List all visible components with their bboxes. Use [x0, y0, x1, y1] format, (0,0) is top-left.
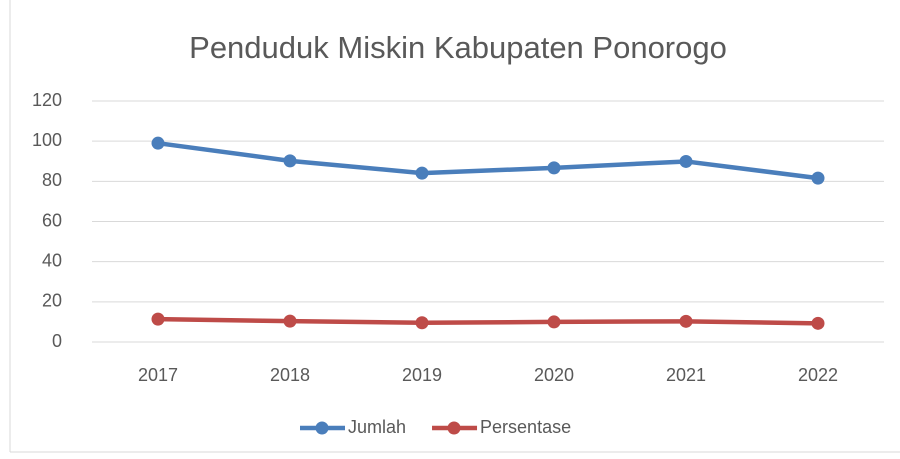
legend-label: Jumlah	[348, 417, 406, 437]
y-tick-label: 40	[42, 250, 62, 270]
point	[547, 161, 561, 175]
x-tick-label: 2021	[666, 365, 706, 385]
y-tick-label: 20	[42, 291, 62, 311]
legend-label: Persentase	[480, 417, 571, 437]
point	[679, 154, 693, 168]
y-tick-label: 0	[52, 331, 62, 351]
point	[415, 316, 429, 330]
legend-marker	[447, 421, 461, 435]
point	[811, 316, 825, 330]
legend-marker	[315, 421, 329, 435]
x-tick-label: 2022	[798, 365, 838, 385]
series-line	[155, 316, 821, 326]
series-line	[155, 140, 821, 181]
x-tick-label: 2020	[534, 365, 574, 385]
point	[283, 154, 297, 168]
y-tick-label: 120	[32, 90, 62, 110]
point	[547, 315, 561, 329]
point	[679, 314, 693, 328]
y-tick-label: 100	[32, 130, 62, 150]
x-tick-label: 2019	[402, 365, 442, 385]
point	[811, 171, 825, 185]
point	[151, 312, 165, 326]
y-tick-label: 80	[42, 170, 62, 190]
point	[151, 136, 165, 150]
chart-title: Penduduk Miskin Kabupaten Ponorogo	[189, 30, 727, 65]
y-tick-label: 60	[42, 210, 62, 230]
point	[283, 314, 297, 328]
point	[415, 166, 429, 180]
x-tick-label: 2018	[270, 365, 310, 385]
x-tick-label: 2017	[138, 365, 178, 385]
